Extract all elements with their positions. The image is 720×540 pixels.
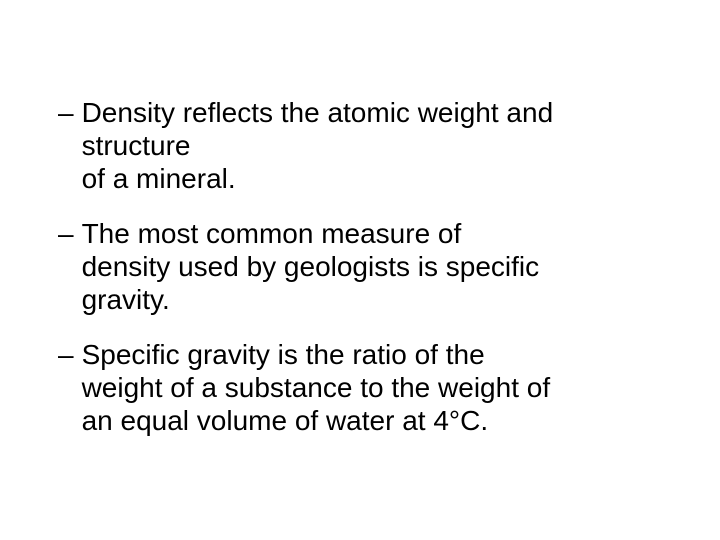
bullet-item: – Specific gravity is the ratio of the w… bbox=[58, 338, 662, 437]
bullet-text: The most common measure of density used … bbox=[82, 217, 662, 316]
bullet-line: of a mineral. bbox=[82, 162, 662, 195]
bullet-line: Density reflects the atomic weight and bbox=[82, 96, 662, 129]
bullet-dash-icon: – bbox=[58, 338, 74, 371]
bullet-text: Specific gravity is the ratio of the wei… bbox=[82, 338, 662, 437]
bullet-line: weight of a substance to the weight of bbox=[82, 371, 662, 404]
bullet-dash-icon: – bbox=[58, 217, 74, 250]
bullet-line: density used by geologists is specific bbox=[82, 250, 662, 283]
bullet-item: – The most common measure of density use… bbox=[58, 217, 662, 316]
bullet-line: The most common measure of bbox=[82, 217, 662, 250]
bullet-item: – Density reflects the atomic weight and… bbox=[58, 96, 662, 195]
bullet-line: gravity. bbox=[82, 283, 662, 316]
slide-body: – Density reflects the atomic weight and… bbox=[0, 0, 720, 540]
bullet-text: Density reflects the atomic weight and s… bbox=[82, 96, 662, 195]
bullet-line: an equal volume of water at 4°C. bbox=[82, 404, 662, 437]
bullet-line: Specific gravity is the ratio of the bbox=[82, 338, 662, 371]
bullet-dash-icon: – bbox=[58, 96, 74, 129]
bullet-line: structure bbox=[82, 129, 662, 162]
